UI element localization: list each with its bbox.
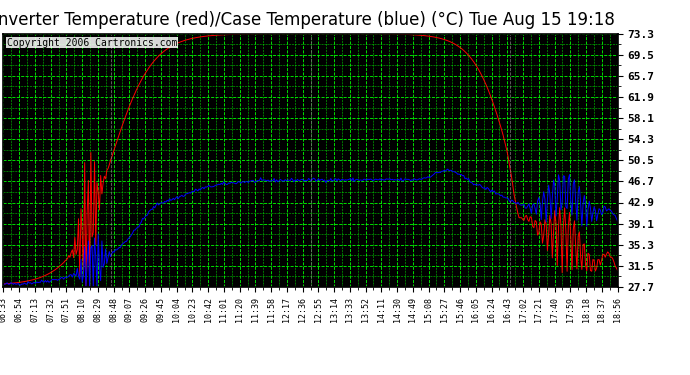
Text: Inverter Temperature (red)/Case Temperature (blue) (°C) Tue Aug 15 19:18: Inverter Temperature (red)/Case Temperat… <box>0 11 615 29</box>
Text: Copyright 2006 Cartronics.com: Copyright 2006 Cartronics.com <box>6 38 177 48</box>
